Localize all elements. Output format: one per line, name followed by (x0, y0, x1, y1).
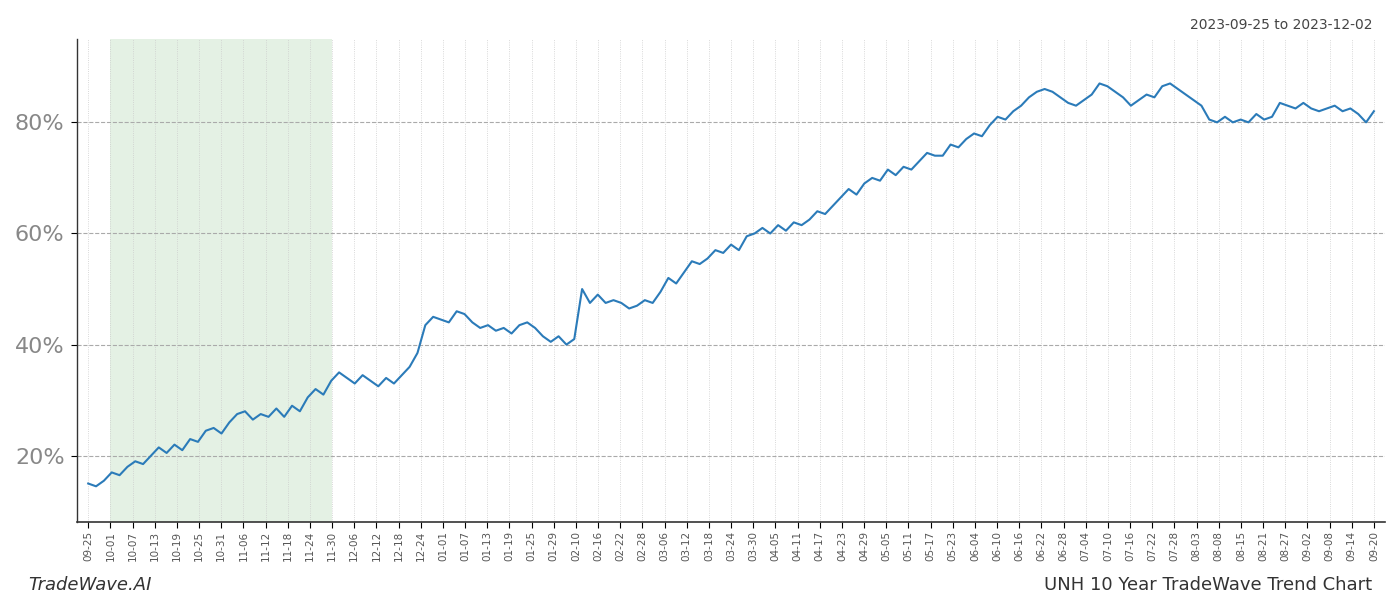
Text: TradeWave.AI: TradeWave.AI (28, 576, 151, 594)
Text: UNH 10 Year TradeWave Trend Chart: UNH 10 Year TradeWave Trend Chart (1044, 576, 1372, 594)
Bar (111, 39, 332, 523)
Text: 2023-09-25 to 2023-12-02: 2023-09-25 to 2023-12-02 (1190, 18, 1372, 32)
